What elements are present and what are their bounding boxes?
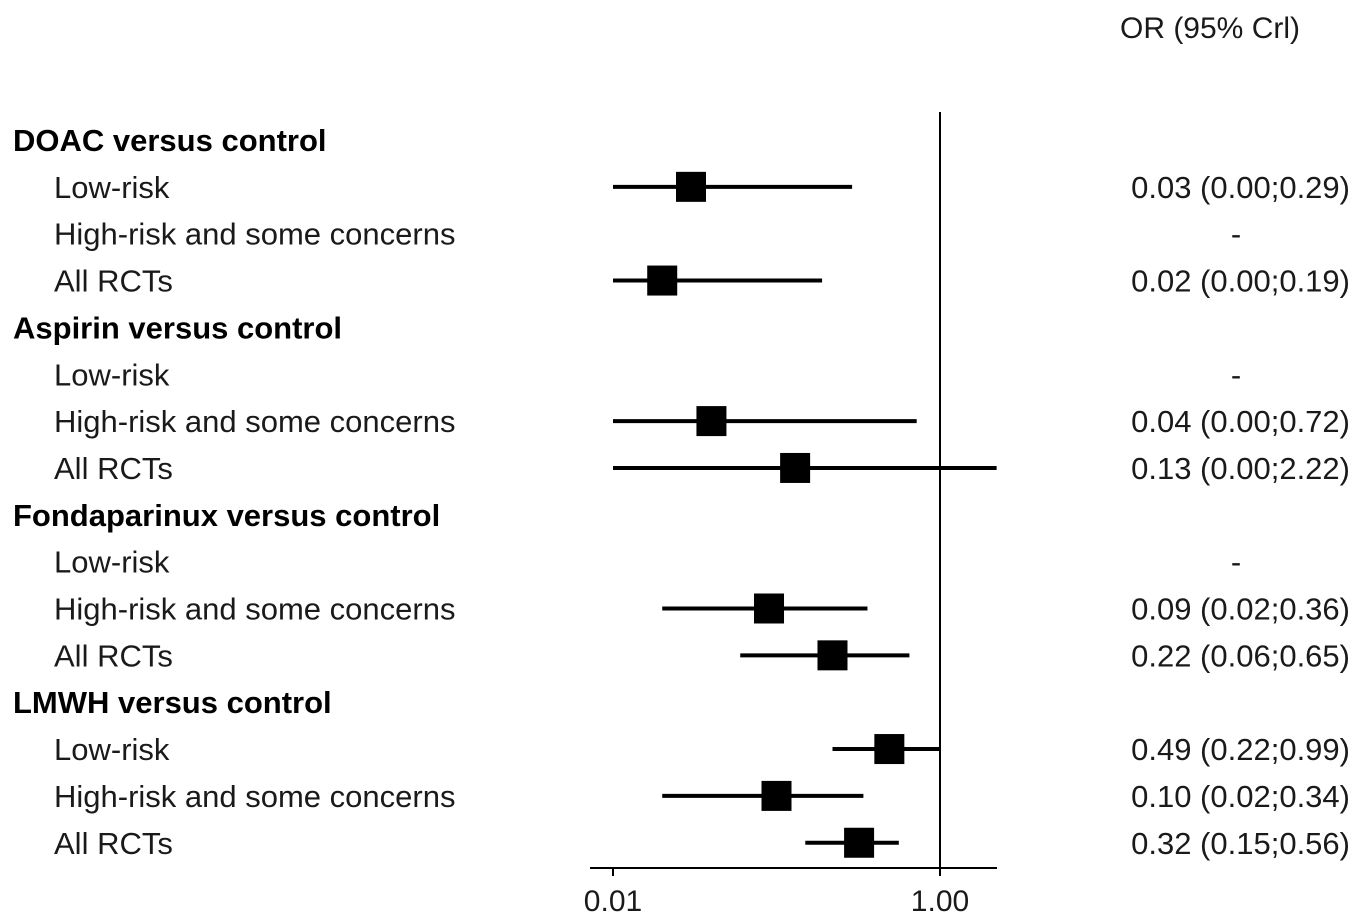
or-estimate-text: 0.22 (0.06;0.65): [1131, 638, 1350, 673]
x-tick-label: 0.01: [584, 885, 642, 918]
forest-row: High-risk and some concerns -: [54, 217, 1241, 252]
or-estimate-text: 0.10 (0.02;0.34): [1131, 779, 1350, 814]
x-axis: 0.01 1.00: [584, 112, 997, 918]
row-label: All RCTs: [54, 451, 173, 486]
row-label: Low-risk: [54, 545, 170, 580]
x-tick-label: 1.00: [911, 885, 969, 918]
point-estimate-box: [844, 827, 875, 858]
point-estimate-box: [676, 171, 707, 202]
row-label: High-risk and some concerns: [54, 217, 455, 252]
comparison-group: Aspirin versus control: [13, 310, 342, 345]
or-estimate-text: -: [1231, 217, 1241, 252]
row-label: High-risk and some concerns: [54, 592, 455, 627]
or-estimate-text: 0.02 (0.00;0.19): [1131, 264, 1350, 299]
group-label: Aspirin versus control: [13, 310, 342, 345]
point-estimate-box: [780, 452, 811, 483]
or-estimate-text: 0.13 (0.00;2.22): [1131, 451, 1350, 486]
forest-row: High-risk and some concerns 0.09 (0.02;0.…: [54, 592, 1350, 627]
or-estimate-text: -: [1231, 357, 1241, 392]
forest-row: Low-risk -: [54, 357, 1241, 392]
forest-row: All RCTs 0.13 (0.00;2.22): [54, 451, 1350, 486]
row-label: All RCTs: [54, 264, 173, 299]
or-estimate-text: 0.32 (0.15;0.56): [1131, 826, 1350, 861]
row-label: Low-risk: [54, 732, 170, 767]
point-estimate-box: [754, 593, 785, 624]
row-label: High-risk and some concerns: [54, 404, 455, 439]
forest-row: Low-risk -: [54, 545, 1241, 580]
or-estimate-text: 0.04 (0.00;0.72): [1131, 404, 1350, 439]
row-label: Low-risk: [54, 357, 170, 392]
or-estimate-text: 0.09 (0.02;0.36): [1131, 592, 1350, 627]
forest-row: Low-risk 0.03 (0.00;0.29): [54, 170, 1350, 205]
or-estimate-text: 0.03 (0.00;0.29): [1131, 170, 1350, 205]
forest-row: Low-risk 0.49 (0.22;0.99): [54, 732, 1350, 767]
group-label: DOAC versus control: [13, 123, 327, 158]
forest-row: All RCTs 0.32 (0.15;0.56): [54, 826, 1350, 861]
row-label: All RCTs: [54, 638, 173, 673]
comparison-group: Fondaparinux versus control: [13, 498, 440, 533]
point-estimate-box: [647, 265, 678, 296]
forest-row: All RCTs 0.02 (0.00;0.19): [54, 264, 1350, 299]
forest-row: All RCTs 0.22 (0.06;0.65): [54, 638, 1350, 673]
point-estimate-box: [817, 640, 848, 671]
or-estimate-text: -: [1231, 545, 1241, 580]
comparison-group: LMWH versus control: [13, 685, 332, 720]
or-estimate-text: 0.49 (0.22;0.99): [1131, 732, 1350, 767]
row-label: Low-risk: [54, 170, 170, 205]
comparison-group: DOAC versus control: [13, 123, 327, 158]
or-column-header: OR (95% Crl): [1120, 12, 1300, 45]
point-estimate-box: [761, 780, 792, 811]
forest-row: High-risk and some concerns 0.10 (0.02;0.…: [54, 779, 1350, 814]
row-label: All RCTs: [54, 826, 173, 861]
forest-rows: DOAC versus control Low-risk 0.03 (0.00;0.…: [13, 123, 1350, 861]
group-label: Fondaparinux versus control: [13, 498, 440, 533]
row-label: High-risk and some concerns: [54, 779, 455, 814]
point-estimate-box: [874, 734, 905, 765]
forest-row: High-risk and some concerns 0.04 (0.00;0.…: [54, 404, 1350, 439]
group-label: LMWH versus control: [13, 685, 332, 720]
point-estimate-box: [696, 406, 727, 437]
